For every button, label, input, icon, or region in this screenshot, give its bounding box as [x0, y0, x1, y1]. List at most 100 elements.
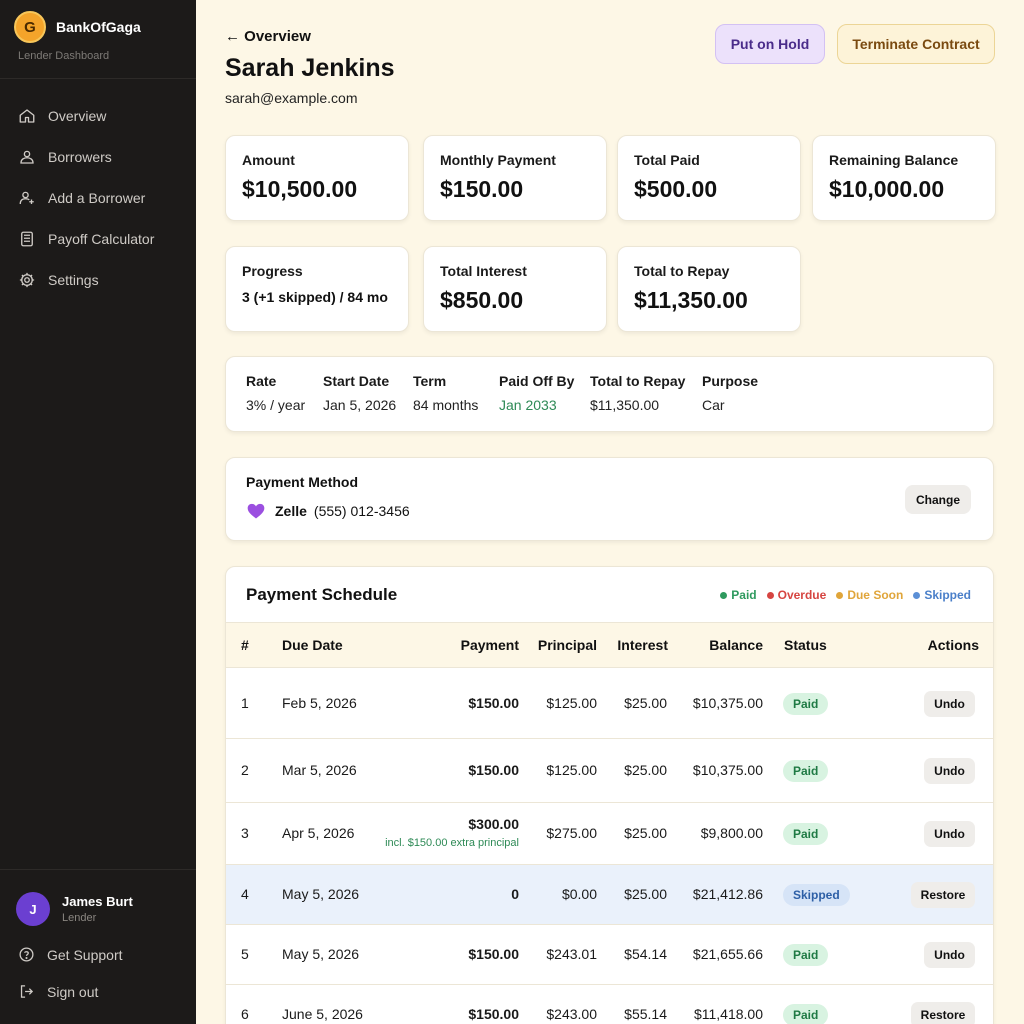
stat-label: Remaining Balance: [829, 152, 959, 168]
restore-button[interactable]: Restore: [911, 882, 975, 908]
column-header-principal: Principal: [537, 637, 597, 653]
cell-principal: $243.00: [546, 1006, 597, 1022]
stat-value: $850.00: [440, 287, 524, 313]
sidebar-item-label: Settings: [48, 271, 99, 288]
sidebar-item-settings[interactable]: Settings: [0, 259, 196, 300]
column-header-payment: Payment: [460, 637, 519, 653]
restore-button[interactable]: Restore: [911, 1002, 975, 1024]
schedule-title: Payment Schedule: [246, 585, 398, 604]
detail-label: Start Date: [323, 373, 390, 389]
stat-card-remaining-balance: Remaining Balance $10,000.00: [812, 135, 996, 221]
legend-skipped: Skipped: [913, 588, 971, 602]
table-row: 2 Mar 5, 2026 $150.00 $125.00 $25.00 $10,375.…: [226, 739, 993, 803]
legend-dot: [766, 591, 774, 599]
sign-out-link[interactable]: Sign out: [0, 973, 196, 1010]
detail-label: Purpose: [702, 373, 759, 389]
extra-principal-note: incl. $150.00 extra principal: [385, 837, 519, 849]
stat-label: Total Paid: [634, 152, 700, 168]
calculator-icon: [21, 231, 33, 246]
put-on-hold-button[interactable]: Put on Hold: [715, 24, 825, 64]
detail-value: Jan 2033: [499, 397, 557, 413]
detail-label: Total to Repay: [590, 373, 686, 389]
undo-button[interactable]: Undo: [924, 942, 975, 968]
sidebar-nav: Overview Borrowers Add a Borrower Payoff…: [0, 95, 196, 300]
cell-due-date: Apr 5, 2026: [282, 825, 355, 841]
sidebar-divider: [0, 869, 196, 870]
legend-dot: [720, 591, 728, 599]
cell-number: 4: [241, 886, 249, 902]
stat-value: $500.00: [634, 176, 718, 202]
table-row: 4 May 5, 2026 0 $0.00 $25.00 $21,412.86 Skippe…: [226, 865, 993, 925]
stat-label: Progress: [242, 263, 303, 279]
cell-balance: $21,412.86: [692, 886, 763, 902]
terminate-contract-button[interactable]: Terminate Contract: [837, 24, 995, 64]
sign-out-icon: [20, 985, 34, 998]
avatar: J: [16, 892, 50, 926]
status-badge: Paid: [783, 693, 829, 715]
detail-rate: Rate 3% / year: [246, 373, 305, 413]
cell-principal: $125.00: [546, 695, 597, 711]
cell-number: 5: [241, 946, 249, 962]
payment-method-label: Payment Method: [246, 474, 359, 490]
legend-due-soon: Due Soon: [836, 588, 903, 602]
undo-button[interactable]: Undo: [924, 821, 975, 847]
cell-payment: $150.00: [468, 1006, 519, 1022]
sidebar-item-payoff-calculator[interactable]: Payoff Calculator: [0, 218, 196, 259]
table-row: 6 June 5, 2026 $150.00 $243.00 $55.14 $11,418…: [226, 985, 993, 1024]
sidebar-item-label: Payoff Calculator: [48, 230, 155, 247]
cell-balance: $10,375.00: [692, 695, 763, 711]
cell-payment: $300.00: [468, 816, 519, 832]
status-badge: Skipped: [783, 884, 850, 906]
brand-logo: G: [14, 11, 46, 43]
brand-name: BankOfGaga: [56, 19, 141, 35]
legend-overdue: Overdue: [766, 588, 827, 602]
user-profile[interactable]: J James Burt Lender: [0, 870, 196, 936]
stat-value: $11,350.00: [634, 287, 748, 313]
loan-details-card: Rate 3% / year Start Date Jan 5, 2026 Te…: [225, 356, 994, 432]
legend-label: Overdue: [777, 588, 827, 602]
column-header-actions: Actions: [927, 637, 979, 653]
payment-method-card: Payment Method Zelle (555) 012-3456 Chan…: [225, 457, 994, 541]
status-badge: Paid: [783, 1004, 829, 1024]
user-role: Lender: [62, 912, 97, 924]
detail-value: 84 months: [413, 397, 479, 413]
legend-label: Due Soon: [847, 588, 904, 602]
table-row: 1 Feb 5, 2026 $150.00 $125.00 $25.00 $10,375.…: [226, 668, 993, 739]
detail-term: Term 84 months: [413, 373, 478, 413]
undo-button[interactable]: Undo: [924, 691, 975, 717]
detail-value: Car: [702, 397, 725, 413]
get-support-label: Get Support: [47, 946, 123, 963]
brand-subtitle: Lender Dashboard: [18, 50, 110, 62]
cell-number: 2: [241, 762, 249, 778]
sidebar-divider: [0, 78, 196, 79]
payment-handle: (555) 012-3456: [313, 503, 410, 519]
sidebar-item-add-borrower[interactable]: Add a Borrower: [0, 177, 196, 218]
cell-interest: $25.00: [624, 825, 667, 841]
cell-number: 3: [241, 825, 249, 841]
home-icon: [19, 108, 35, 123]
cell-payment: $150.00: [468, 946, 519, 962]
back-to-overview-link[interactable]: ← Overview: [225, 28, 311, 45]
cell-balance: $9,800.00: [700, 825, 763, 841]
sidebar-item-overview[interactable]: Overview: [0, 95, 196, 136]
sidebar-item-borrowers[interactable]: Borrowers: [0, 136, 196, 177]
column-header-balance: Balance: [709, 637, 763, 653]
column-header-due-date: Due Date: [282, 637, 343, 653]
payment-method-row: Zelle (555) 012-3456: [246, 501, 410, 521]
get-support-link[interactable]: Get Support: [0, 936, 196, 973]
detail-value: Jan 5, 2026: [323, 397, 397, 413]
legend-dot: [913, 591, 921, 599]
detail-label: Paid Off By: [499, 373, 575, 389]
change-payment-method-button[interactable]: Change: [905, 485, 971, 514]
stat-label: Total Interest: [440, 263, 527, 279]
users-icon: [20, 150, 34, 164]
cell-payment: $150.00: [468, 762, 519, 778]
stat-label: Total to Repay: [634, 263, 730, 279]
undo-button[interactable]: Undo: [924, 758, 975, 784]
column-header-interest: Interest: [617, 637, 668, 653]
cell-payment: $150.00: [468, 695, 519, 711]
sidebar-item-label: Add a Borrower: [48, 189, 146, 206]
legend-paid: Paid: [720, 588, 757, 602]
borrower-email: sarah@example.com: [225, 90, 358, 106]
stat-card-amount: Amount $10,500.00: [225, 135, 409, 221]
